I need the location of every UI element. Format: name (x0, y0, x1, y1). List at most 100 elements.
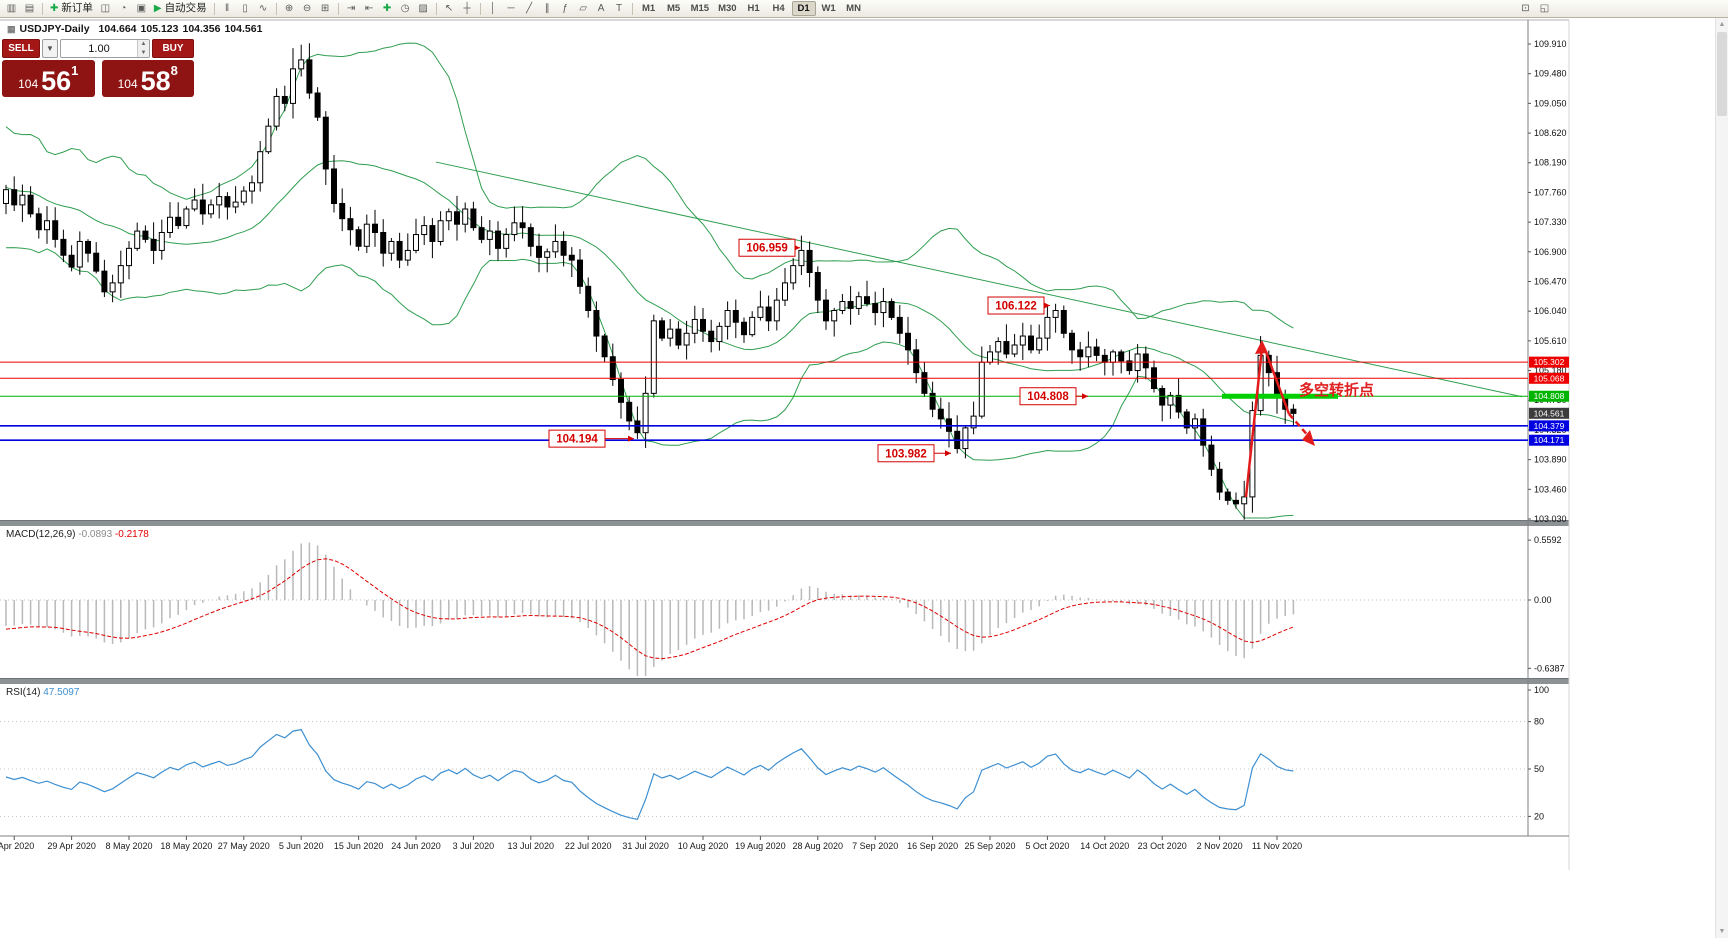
tile-windows-icon-glyph: ⊞ (320, 2, 330, 14)
profiles-icon[interactable]: ▤ (21, 1, 38, 16)
lot-size-input[interactable] (61, 40, 137, 57)
tile-windows-icon[interactable]: ⊞ (317, 1, 334, 16)
candles-layer (3, 43, 1297, 520)
svg-text:106.040: 106.040 (1534, 306, 1567, 316)
toolbar-separator (435, 2, 437, 15)
timeframe-h4[interactable]: H4 (772, 3, 785, 14)
svg-text:2 Nov 2020: 2 Nov 2020 (1197, 841, 1243, 851)
sell-price-display[interactable]: 104 56 1 (2, 60, 95, 97)
timeframe-m15[interactable]: M15 (690, 3, 710, 14)
svg-text:-0.6387: -0.6387 (1534, 663, 1565, 673)
alerts-icon[interactable]: ◔ (115, 1, 132, 16)
shapes-icon[interactable]: ▱ (575, 1, 592, 16)
callout-106.122[interactable]: 106.122 (987, 296, 1050, 315)
scroll-down-icon[interactable]: ▼ (1718, 928, 1726, 935)
svg-text:5 Oct 2020: 5 Oct 2020 (1025, 841, 1069, 851)
trade-annotations[interactable] (1244, 340, 1315, 498)
auto-trading-button[interactable]: ▶ 自动交易 (151, 1, 210, 16)
timeframe-m5[interactable]: M5 (666, 3, 681, 14)
timeframe-h1[interactable]: H1 (747, 3, 760, 14)
chart-canvas[interactable]: 109.910 109.480 109.050 108.620 108.190 107.7… (0, 18, 1728, 938)
trendline-icon[interactable]: ╱ (521, 1, 538, 16)
horizontal-line-icon[interactable]: ─ (503, 1, 520, 16)
toolbar-right-group: ⊡ ◱ (1517, 1, 1553, 16)
line-chart-mode-icon[interactable]: ∿ (255, 1, 272, 16)
indicators-icon[interactable]: ✚ (379, 1, 396, 16)
vertical-scrollbar[interactable]: ▲ ▼ (1715, 18, 1728, 938)
annotation-text-label[interactable]: 多空转折点 (1299, 381, 1374, 399)
descending-trendline[interactable] (435, 161, 1523, 398)
candlestick-mode-icon[interactable]: ▯ (237, 1, 254, 16)
timeframe-d1[interactable]: D1 (791, 1, 816, 16)
label-tool-icon-glyph: T (616, 2, 623, 14)
zoom-out-icon[interactable]: ⊖ (299, 1, 316, 16)
scrollbar-thumb[interactable] (1717, 32, 1727, 116)
lot-decrease-button[interactable]: ▼ (138, 48, 149, 57)
sell-price-pips: 56 (41, 66, 72, 97)
toolbar-separator (213, 2, 215, 15)
fullscreen-icon-glyph: ◱ (1539, 2, 1550, 14)
timeframe-mn[interactable]: MN (846, 3, 861, 14)
svg-text:27 May 2020: 27 May 2020 (218, 841, 270, 851)
auto-scroll-icon[interactable]: ⇥ (343, 1, 360, 16)
crosshair-icon[interactable]: ┼ (459, 1, 476, 16)
sell-button[interactable]: SELL (2, 39, 40, 58)
fullscreen-icon[interactable]: ◱ (1536, 1, 1553, 16)
vertical-line-icon[interactable]: │ (485, 1, 502, 16)
horizontal-line-icon-glyph: ─ (507, 2, 515, 14)
new-chart-icon[interactable]: ▥ (3, 1, 20, 16)
splitter-macd-rsi[interactable] (0, 678, 1569, 684)
svg-text:14 Oct 2020: 14 Oct 2020 (1080, 841, 1129, 851)
new-order-button[interactable]: ✚ 新订单 (47, 1, 96, 16)
periods-icon[interactable]: ◷ (397, 1, 414, 16)
timeframe-m1[interactable]: M1 (641, 3, 656, 14)
timeframe-w1[interactable]: W1 (821, 3, 836, 14)
one-click-trading-panel: SELL ▼ ▲ ▼ BUY 104 56 1 104 58 8 (2, 39, 194, 97)
zoom-in-icon[interactable]: ⊕ (281, 1, 298, 16)
symbol-name: USDJPY-Daily (19, 23, 90, 35)
svg-text:103.460: 103.460 (1534, 484, 1567, 494)
svg-text:20: 20 (1534, 811, 1544, 821)
callout-104.808[interactable]: 104.808 (1019, 387, 1088, 406)
splitter-main-macd[interactable] (0, 520, 1569, 526)
channel-icon[interactable]: ∥ (539, 1, 556, 16)
bollinger-middle-band (5, 160, 1294, 423)
sell-price-big-figure: 104 (18, 77, 39, 92)
callout-104.194[interactable]: 104.194 (548, 429, 634, 448)
chart-area: 109.910 109.480 109.050 108.620 108.190 107.7… (0, 18, 1728, 938)
timeframe-m30[interactable]: M30 (718, 3, 737, 14)
bar-chart-mode-icon-glyph: ǁ (225, 2, 230, 14)
templates-icon[interactable]: ▨ (415, 1, 432, 16)
toolbar-separator (479, 2, 481, 15)
ohlc-close: 104.561 (224, 23, 263, 35)
chart-shift-icon[interactable]: ⇤ (361, 1, 378, 16)
macd-panel: MACD(12,26,9) -0.0893 -0.2178 (0, 529, 1528, 676)
bar-chart-mode-icon[interactable]: ǁ (219, 1, 236, 16)
svg-text:23 Oct 2020: 23 Oct 2020 (1138, 841, 1187, 851)
docking-icon[interactable]: ⊡ (1517, 1, 1534, 16)
candlestick-mode-icon-glyph: ▯ (242, 2, 248, 14)
svg-text:5 Jun 2020: 5 Jun 2020 (279, 841, 324, 851)
scroll-up-icon[interactable]: ▲ (1718, 21, 1726, 28)
label-tool-icon[interactable]: T (611, 1, 628, 16)
svg-text:104.808: 104.808 (1534, 391, 1565, 401)
buy-price-display[interactable]: 104 58 8 (101, 60, 194, 97)
new-chart-icon-glyph: ▥ (6, 2, 17, 14)
fibonacci-icon[interactable]: ƒ (557, 1, 574, 16)
chart-list-icon[interactable]: ◫ (97, 1, 114, 16)
text-tool-icon[interactable]: A (593, 1, 610, 16)
lot-increase-button[interactable]: ▲ (138, 40, 149, 49)
svg-text:107.330: 107.330 (1534, 217, 1567, 227)
order-type-dropdown[interactable]: ▼ (42, 39, 58, 58)
buy-button[interactable]: BUY (152, 39, 194, 58)
zoom-out-icon-glyph: ⊖ (302, 2, 312, 14)
cursor-icon[interactable]: ↖ (441, 1, 458, 16)
svg-text:109.480: 109.480 (1534, 69, 1567, 79)
svg-text:18 May 2020: 18 May 2020 (160, 841, 212, 851)
callout-106.959[interactable]: 106.959 (738, 238, 800, 257)
callout-103.982[interactable]: 103.982 (877, 444, 951, 463)
svg-text:105.302: 105.302 (1534, 357, 1565, 367)
svg-text:103.030: 103.030 (1534, 514, 1567, 524)
news-icon[interactable]: ▣ (133, 1, 150, 16)
level-lines: 105.302 105.068 104.808 104.561 104.379 104.1… (0, 356, 1569, 446)
